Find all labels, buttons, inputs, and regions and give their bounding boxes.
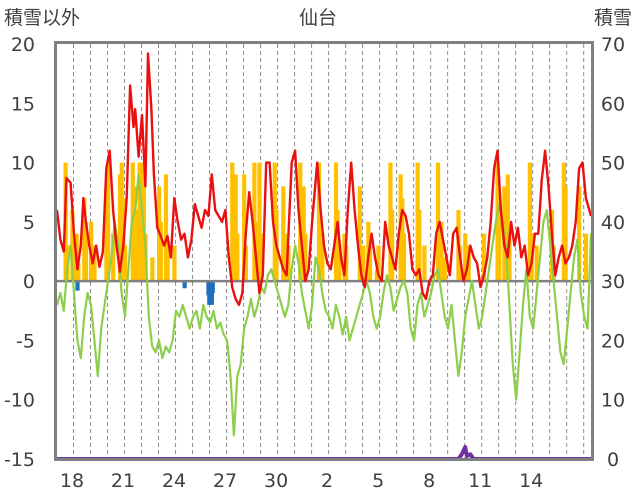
precipitation-bar-9 [92, 245, 97, 282]
negative_bars-bar-0 [75, 281, 80, 291]
precipitation-bar-71 [442, 257, 447, 282]
precipitation-bar-30 [230, 162, 235, 282]
right-tick-label: 40 [601, 212, 625, 234]
precipitation-bar-67 [417, 210, 422, 282]
precipitation-bar-33 [242, 174, 247, 282]
right-tick-label: 60 [601, 93, 625, 115]
precipitation-bar-78 [497, 210, 502, 282]
left-axis-ticks: 20 15 10 5 0 -5 -10 -15 [4, 34, 35, 471]
left-axis-title: 積雪以外 [4, 7, 80, 29]
precipitation-bar-60 [376, 245, 381, 282]
negative_bars-bar-5 [210, 281, 215, 293]
precipitation-bar-47 [316, 162, 322, 282]
x-tick-label: 14 [519, 470, 543, 492]
x-tick-label: 21 [111, 470, 135, 492]
temperature-series-line [55, 52, 593, 307]
precipitation-bar-43 [286, 245, 291, 282]
x-tick-label: 11 [468, 470, 492, 492]
precipitation-bar-54 [357, 186, 362, 282]
precipitation-bar-84 [534, 245, 539, 282]
plot-frame [54, 41, 594, 461]
precipitation-bar-28 [165, 245, 170, 282]
precipitation-bar-3 [72, 257, 77, 282]
x-tick-label: 18 [60, 470, 84, 492]
left-tick-label: 0 [23, 271, 35, 293]
right-tick-label: 0 [607, 449, 619, 471]
precipitation-bar-27 [163, 174, 169, 282]
left-tick-label: 10 [11, 153, 35, 175]
left-tick-label: -15 [4, 449, 35, 471]
left-tick-label: -10 [4, 390, 35, 412]
precipitation-bar-88 [563, 186, 568, 282]
left-tick-label: 15 [11, 93, 35, 115]
precipitation-bar-74 [463, 233, 468, 282]
right-axis-ticks: 70 60 50 40 30 20 10 0 [601, 34, 625, 471]
precipitation-bar-5 [76, 263, 81, 282]
precipitation-bar-69 [435, 162, 441, 282]
precipitation-bar-89 [577, 186, 582, 282]
precipitation-bar-82 [527, 162, 532, 282]
x-tick-label: 5 [372, 470, 384, 492]
negative_bars-bar-1 [182, 281, 187, 289]
right-tick-label: 70 [601, 34, 625, 56]
precipitation-bar-2 [70, 210, 75, 282]
x-tick-label: 2 [321, 470, 333, 492]
left-tick-label: -5 [16, 330, 35, 352]
vertical-gridlines [73, 44, 585, 459]
precipitation-bar-42 [282, 233, 288, 282]
x-axis-ticks: 18 21 24 27 30 2 5 8 11 14 [60, 470, 543, 492]
left-tick-label: 20 [11, 34, 35, 56]
precipitation-bar-26 [158, 221, 163, 282]
precipitation-bar-21 [139, 174, 144, 282]
right-axis-title: 積雪 [594, 7, 632, 29]
precipitation-bar-90 [583, 233, 589, 282]
precipitation-bar-19 [134, 210, 140, 282]
precipitation-bar-76 [481, 233, 487, 282]
precipitation-bar-34 [243, 245, 248, 282]
right-tick-label: 50 [601, 153, 625, 175]
precipitation-bar-68 [422, 245, 427, 282]
precipitation-bar-31 [233, 174, 238, 282]
precipitation-bar-12 [111, 233, 116, 282]
precipitation-bar-16 [123, 245, 128, 282]
precipitation-bar-46 [303, 233, 308, 282]
right-tick-label: 10 [601, 390, 625, 412]
negative_bars-bar-3 [207, 281, 212, 305]
precipitation-bar-70 [439, 221, 444, 282]
chart-title: 仙台 [299, 7, 337, 29]
x-tick-label: 8 [423, 470, 435, 492]
precipitation-bar-48 [320, 233, 325, 282]
precipitation-bar-56 [361, 245, 366, 282]
precipitation-bar-51 [337, 245, 342, 282]
x-tick-label: 30 [264, 470, 288, 492]
x-tick-label: 24 [162, 470, 186, 492]
precipitation-bar-7 [83, 221, 89, 282]
precipitation-bar-62 [390, 210, 395, 282]
precipitation-bar-58 [367, 245, 373, 282]
precipitation-bar-24 [150, 257, 155, 282]
x-tick-label: 27 [213, 470, 237, 492]
right-tick-label: 20 [601, 330, 625, 352]
right-tick-label: 30 [601, 271, 625, 293]
precipitation-bar-32 [235, 233, 240, 282]
precipitation-bar-65 [401, 233, 407, 282]
precipitation-bar-37 [257, 162, 262, 282]
precipitation-bar-29 [172, 245, 177, 282]
precipitation-bar-38 [259, 233, 264, 282]
precipitation-bar-11 [106, 162, 111, 282]
left-tick-label: 5 [23, 212, 35, 234]
precipitation-bar-18 [132, 186, 137, 282]
